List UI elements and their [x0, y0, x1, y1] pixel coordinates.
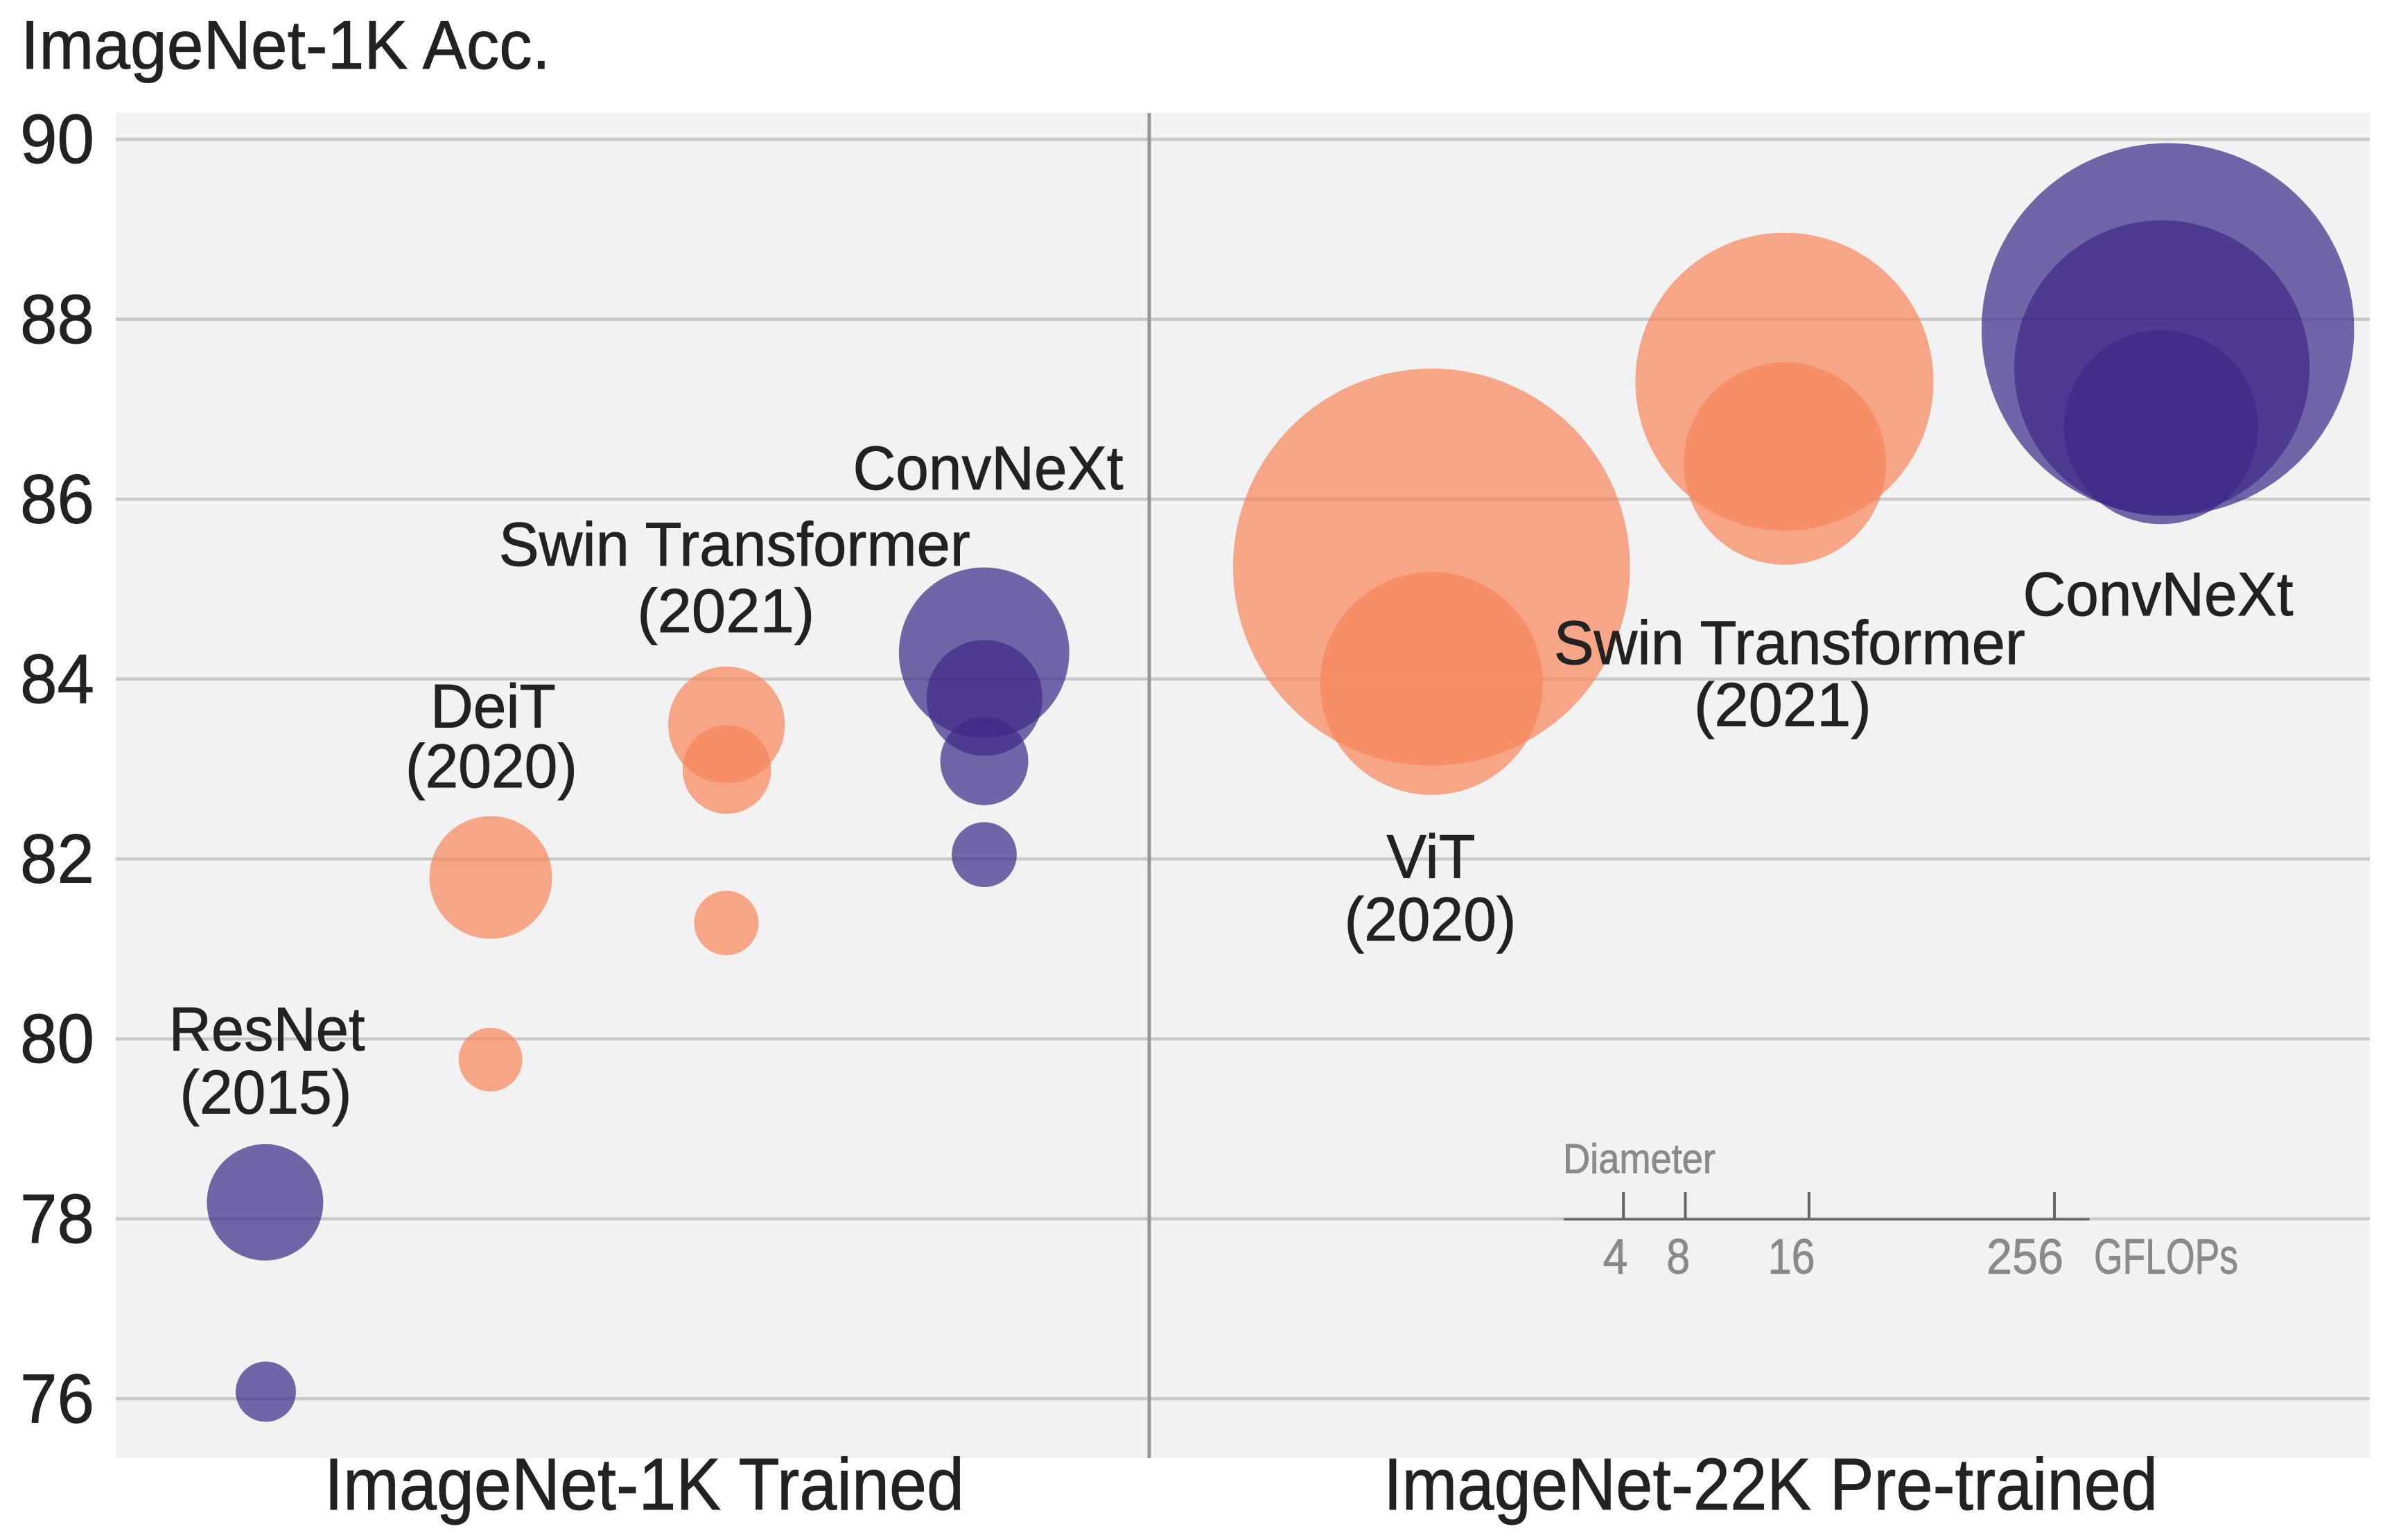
svg-text:ConvNeXt: ConvNeXt — [2023, 559, 2294, 629]
svg-text:GFLOPs: GFLOPs — [2094, 1230, 2238, 1284]
svg-text:(2021): (2021) — [1694, 670, 1871, 740]
svg-text:76: 76 — [20, 1360, 94, 1437]
svg-text:80: 80 — [20, 1000, 94, 1078]
svg-text:82: 82 — [20, 821, 94, 898]
svg-text:DeiT: DeiT — [430, 671, 556, 740]
svg-text:90: 90 — [20, 100, 94, 178]
svg-text:(2020): (2020) — [1345, 884, 1517, 954]
svg-text:Swin Transformer: Swin Transformer — [499, 509, 970, 579]
svg-text:78: 78 — [20, 1180, 94, 1258]
svg-text:4: 4 — [1603, 1230, 1628, 1284]
svg-text:(2015): (2015) — [180, 1058, 351, 1127]
svg-text:ImageNet-1K Trained: ImageNet-1K Trained — [324, 1444, 964, 1525]
svg-text:88: 88 — [20, 281, 94, 358]
svg-text:ResNet: ResNet — [169, 995, 365, 1064]
svg-text:Diameter: Diameter — [1563, 1136, 1716, 1182]
svg-text:16: 16 — [1768, 1230, 1815, 1284]
svg-text:Swin Transformer: Swin Transformer — [1554, 608, 2025, 677]
svg-text:ImageNet-22K Pre-trained: ImageNet-22K Pre-trained — [1383, 1444, 2158, 1525]
svg-text:ViT: ViT — [1387, 822, 1476, 891]
svg-text:(2021): (2021) — [637, 576, 814, 645]
svg-text:ImageNet-1K Acc.: ImageNet-1K Acc. — [21, 6, 550, 83]
svg-text:ConvNeXt: ConvNeXt — [853, 433, 1124, 502]
svg-text:256: 256 — [1987, 1230, 2063, 1284]
svg-text:8: 8 — [1666, 1230, 1690, 1284]
svg-text:(2020): (2020) — [405, 731, 577, 800]
svg-text:84: 84 — [20, 640, 94, 718]
svg-text:86: 86 — [20, 460, 94, 538]
